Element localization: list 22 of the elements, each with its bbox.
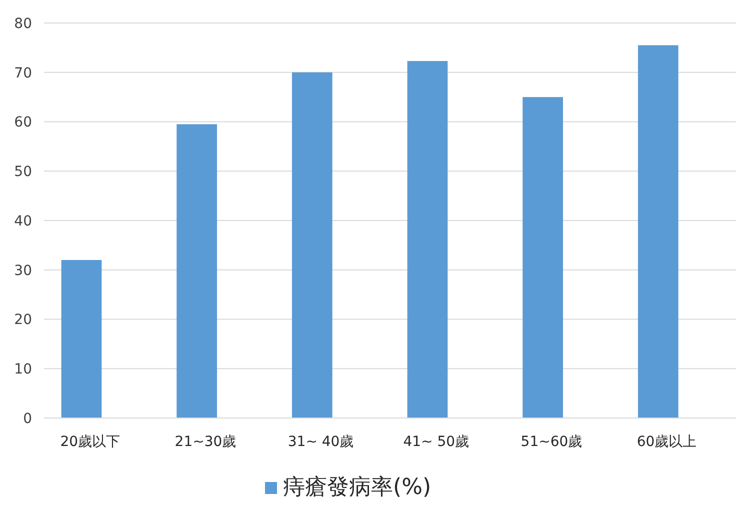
- x-tick-label: 60歲以上: [636, 434, 697, 450]
- legend-label: 痔瘡發病率(%): [283, 475, 432, 500]
- y-tick-label: 10: [14, 362, 32, 378]
- y-tick-label: 20: [14, 312, 32, 328]
- bar: [522, 97, 563, 418]
- bar: [638, 45, 678, 418]
- bar: [292, 72, 332, 418]
- x-tick-label: 41~ 50歲: [403, 434, 470, 450]
- y-tick-label: 30: [14, 262, 32, 279]
- y-tick-label: 80: [14, 16, 32, 32]
- y-tick-label: 50: [14, 164, 32, 180]
- x-tick-label: 20歲以下: [60, 434, 120, 450]
- y-tick-label: 0: [23, 410, 32, 427]
- y-tick-label: 40: [14, 213, 32, 230]
- x-tick-label: 51~60歲: [520, 434, 582, 450]
- bar: [176, 124, 217, 418]
- bar: [61, 260, 102, 418]
- bar: [407, 61, 448, 418]
- y-tick-label: 60: [14, 114, 32, 131]
- x-tick-label: 21~30歲: [174, 434, 236, 450]
- y-tick-label: 70: [14, 65, 32, 82]
- x-tick-label: 31~ 40歲: [288, 434, 354, 450]
